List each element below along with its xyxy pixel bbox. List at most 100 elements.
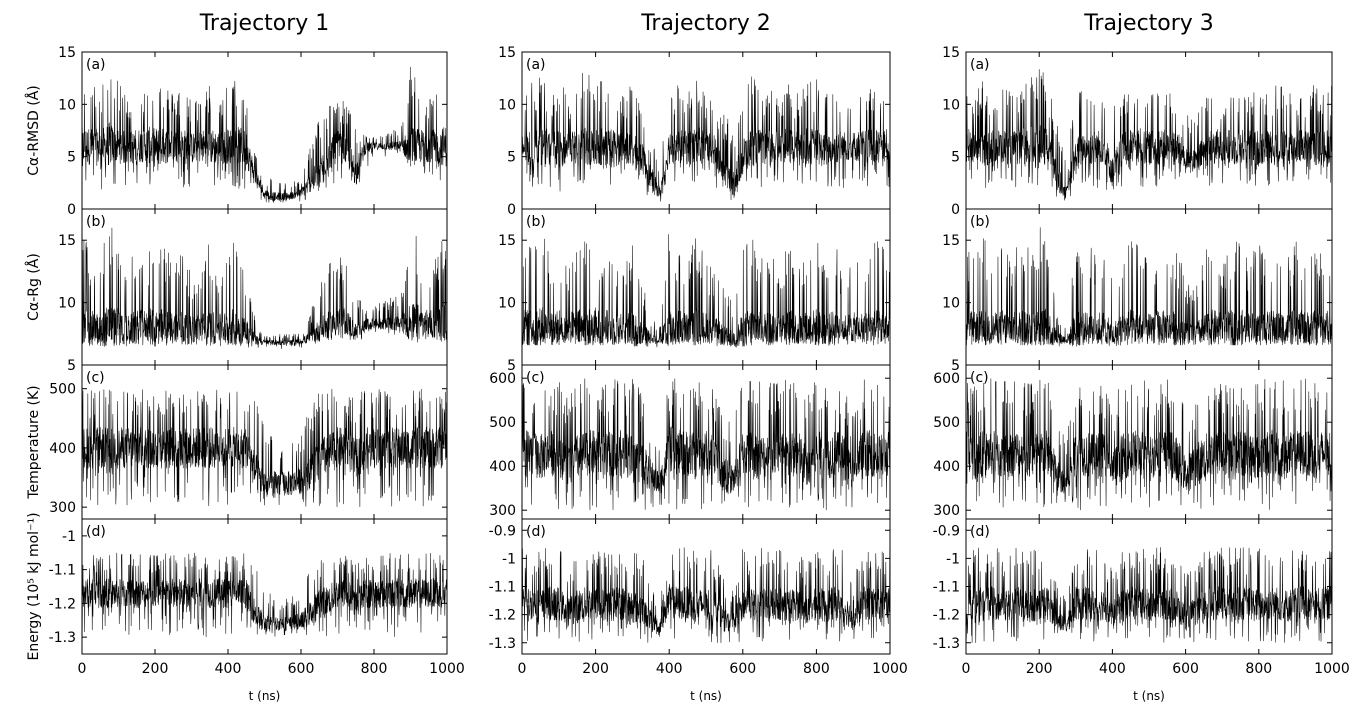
y-tick-label: -1 [502,551,516,567]
y-tick-label: 15 [942,233,960,249]
y-tick-label: -1 [62,529,76,545]
y-tick-label: 300 [933,503,960,519]
x-tick-label: 400 [215,661,242,677]
y-tick-label: 500 [489,415,516,431]
y-tick-label: -1.2 [933,608,960,624]
panel-label: (b) [970,214,990,230]
y-tick-label: 600 [933,371,960,387]
y-tick-label: 15 [498,45,516,61]
series-trace [521,547,891,643]
y-tick-label: 300 [489,503,516,519]
y-tick-label: 600 [489,371,516,387]
series-trace [521,378,891,511]
x-tick-label: 200 [1026,661,1053,677]
y-tick-label: 5 [67,358,76,374]
y-tick-label: 10 [58,296,76,312]
series-trace [81,227,448,350]
y-tick-label: 400 [489,459,516,475]
y-tick-label: 15 [58,45,76,61]
x-tick-label: 0 [962,661,971,677]
y-tick-label: 500 [933,415,960,431]
panel-label: (c) [526,370,545,386]
y-tick-label: 10 [498,296,516,312]
panel-label: (c) [86,370,105,386]
y-tick-label: -1.3 [489,636,516,652]
y-tick-label: 15 [498,233,516,249]
y-tick-label: -1.1 [933,580,960,596]
y-tick-label: -1.3 [49,630,76,646]
series-trace [81,552,448,638]
series-trace [965,69,1333,201]
y-tick-label: 10 [58,97,76,113]
x-tick-label: 800 [803,661,830,677]
x-tick-label: 0 [78,661,87,677]
y-tick-label: 5 [67,150,76,166]
x-tick-label: 1000 [429,661,465,677]
x-tick-label: 400 [656,661,683,677]
series-trace [81,388,448,508]
panel-label: (d) [86,524,106,540]
x-tick-label: 200 [582,661,609,677]
series-trace [521,72,891,202]
panel-label: (a) [970,57,990,73]
y-tick-label: 5 [951,150,960,166]
chart-title: Trajectory 2 [640,11,771,36]
y-tick-label: -0.9 [489,523,516,539]
y-tick-label: 0 [507,202,516,218]
y-tick-label: 300 [49,500,76,516]
x-axis-label: t (ns) [690,689,722,703]
panel-label: (c) [970,370,989,386]
y-tick-label: 0 [951,202,960,218]
y-axis-label: Cα-Rg (Å) [25,253,42,321]
y-tick-label: -1.2 [49,596,76,612]
y-tick-label: -1.1 [49,563,76,579]
panel-label: (a) [526,57,546,73]
chart-title: Trajectory 3 [1083,11,1214,36]
y-axis-label: Energy (10⁵ kJ mol⁻¹) [26,512,42,660]
y-tick-label: 5 [507,358,516,374]
y-axis-label: Temperature (K) [26,385,42,499]
panel-label: (d) [970,524,990,540]
series-trace [965,378,1333,511]
panel-label: (b) [526,214,546,230]
y-tick-label: 5 [951,358,960,374]
x-tick-label: 600 [1172,661,1199,677]
y-tick-label: -1.1 [489,580,516,596]
y-tick-label: -1.2 [489,608,516,624]
y-tick-label: 15 [58,233,76,249]
panel-label: (d) [526,524,546,540]
x-tick-label: 600 [729,661,756,677]
x-tick-label: 800 [361,661,388,677]
y-tick-label: 15 [942,45,960,61]
series-trace [81,66,448,203]
panel-label: (b) [86,214,106,230]
panel-label: (a) [86,57,106,73]
x-tick-label: 200 [142,661,169,677]
series-trace [965,227,1333,347]
series-trace [965,547,1333,643]
x-tick-label: 1000 [1314,661,1350,677]
y-tick-label: -1 [946,551,960,567]
y-tick-label: 10 [942,296,960,312]
y-tick-label: 0 [67,202,76,218]
x-tick-label: 0 [518,661,527,677]
chart-title: Trajectory 1 [199,11,330,36]
y-axis-label: Cα-RMSD (Å) [25,85,42,175]
y-tick-label: -1.3 [933,636,960,652]
y-tick-label: 10 [498,97,516,113]
y-tick-label: 10 [942,97,960,113]
x-axis-label: t (ns) [249,689,281,703]
y-tick-label: 5 [507,150,516,166]
series-trace [521,234,891,348]
y-tick-label: 400 [49,441,76,457]
x-axis-label: t (ns) [1133,689,1165,703]
x-tick-label: 400 [1099,661,1126,677]
panel-frame [81,51,448,210]
x-tick-label: 800 [1245,661,1272,677]
x-tick-label: 600 [288,661,315,677]
x-tick-label: 1000 [872,661,908,677]
y-tick-label: -0.9 [933,523,960,539]
y-tick-label: 400 [933,459,960,475]
y-tick-label: 500 [49,382,76,398]
